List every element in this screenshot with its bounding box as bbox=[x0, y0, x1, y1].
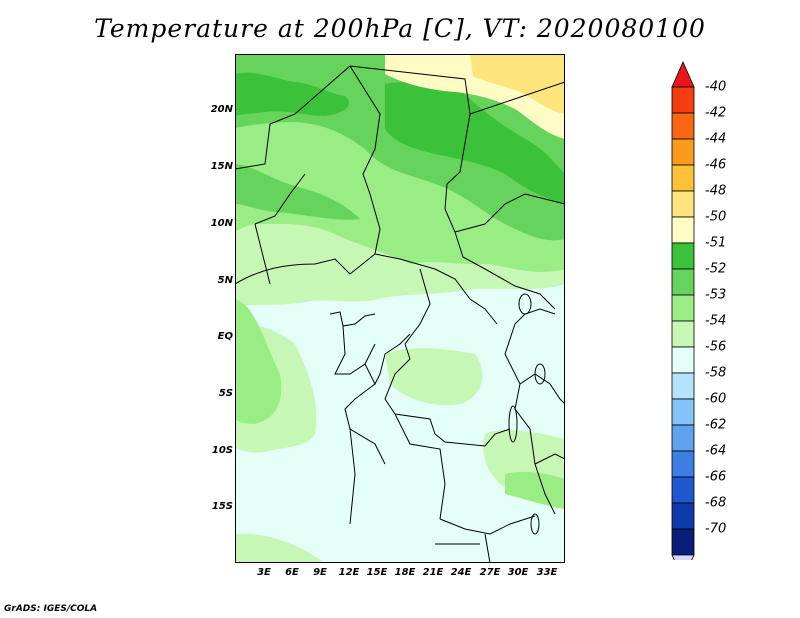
colorbar-label: -53 bbox=[705, 287, 727, 303]
colorbar-swatch bbox=[671, 372, 695, 400]
colorbar-swatch bbox=[671, 528, 695, 556]
colorbar-label: -44 bbox=[705, 131, 727, 147]
colorbar-label: -64 bbox=[705, 443, 727, 459]
lon-label-21e: 21E bbox=[422, 567, 444, 578]
colorbar-swatch bbox=[671, 398, 695, 426]
colorbar-swatch bbox=[671, 138, 695, 166]
lon-label-30e: 30E bbox=[507, 567, 529, 578]
country-borders bbox=[235, 65, 565, 563]
lon-label-27e: 27E bbox=[479, 567, 501, 578]
lon-label-18e: 18E bbox=[394, 567, 416, 578]
lon-label-3e: 3E bbox=[257, 567, 271, 578]
map-title: Temperature at 200hPa [C], VT: 202008010… bbox=[94, 14, 706, 43]
contour-region-minus52-west bbox=[235, 299, 282, 424]
lon-label-12e: 12E bbox=[338, 567, 360, 578]
lon-label-9e: 9E bbox=[313, 567, 327, 578]
colorbar-label: -40 bbox=[705, 79, 727, 95]
colorbar-label: -60 bbox=[705, 391, 727, 407]
colorbar-label: -50 bbox=[705, 209, 727, 225]
lon-label-33e: 33E bbox=[536, 567, 558, 578]
lat-label-eq: EQ bbox=[217, 331, 233, 342]
contour-region-minus52-east bbox=[505, 471, 565, 509]
contour-region-minus53-bottom bbox=[235, 533, 325, 563]
colorbar-swatch bbox=[671, 346, 695, 374]
lat-label-5n: 5N bbox=[217, 275, 233, 286]
colorbar-label: -58 bbox=[705, 365, 727, 381]
colorbar-swatch bbox=[671, 268, 695, 296]
lat-label-10n: 10N bbox=[210, 218, 233, 229]
lon-label-24e: 24E bbox=[450, 567, 472, 578]
lat-label-15n: 15N bbox=[210, 161, 233, 172]
colorbar-label: -68 bbox=[705, 495, 727, 511]
colorbar-label: -51 bbox=[705, 235, 727, 251]
colorbar-arrow-bottom bbox=[671, 554, 695, 560]
colorbar-swatch bbox=[671, 320, 695, 348]
colorbar-swatch bbox=[671, 112, 695, 140]
contour-region-minus53-central bbox=[385, 348, 483, 406]
contour-region-minus51-ne bbox=[385, 81, 565, 204]
colorbar-label: -46 bbox=[705, 157, 727, 173]
grads-credit: GrADS: IGES/COLA bbox=[4, 604, 98, 614]
colorbar-swatch bbox=[671, 502, 695, 530]
colorbar-swatch bbox=[671, 164, 695, 192]
colorbar bbox=[671, 61, 695, 560]
colorbar-label: -48 bbox=[705, 183, 727, 199]
colorbar-swatch bbox=[671, 242, 695, 270]
colorbar-swatch bbox=[671, 294, 695, 322]
colorbar-arrow-top bbox=[671, 61, 695, 88]
colorbar-swatch bbox=[671, 424, 695, 452]
colorbar-swatch bbox=[671, 86, 695, 114]
lakes bbox=[508, 293, 546, 535]
lat-label-15s: 15S bbox=[211, 501, 233, 512]
lon-label-6e: 6E bbox=[285, 567, 299, 578]
colorbar-swatch bbox=[671, 476, 695, 504]
map-border bbox=[235, 54, 565, 563]
lat-label-5s: 5S bbox=[218, 388, 233, 399]
contour-region-minus48 bbox=[470, 54, 565, 114]
lat-label-20n: 20N bbox=[210, 104, 233, 115]
contour-region-minus51-west bbox=[235, 164, 360, 220]
colorbar-label: -70 bbox=[705, 521, 727, 537]
colorbar-label: -66 bbox=[705, 469, 727, 485]
colorbar-swatch bbox=[671, 216, 695, 244]
colorbar-label: -52 bbox=[705, 261, 727, 277]
colorbar-swatch bbox=[671, 190, 695, 218]
contour-region-minus51-nw bbox=[235, 72, 349, 116]
lat-label-10s: 10S bbox=[211, 445, 233, 456]
temperature-map bbox=[235, 54, 565, 563]
colorbar-label: -62 bbox=[705, 417, 727, 433]
colorbar-label: -54 bbox=[705, 313, 727, 329]
lon-label-15e: 15E bbox=[366, 567, 388, 578]
colorbar-swatch bbox=[671, 450, 695, 478]
colorbar-label: -42 bbox=[705, 105, 727, 121]
colorbar-label: -56 bbox=[705, 339, 727, 355]
